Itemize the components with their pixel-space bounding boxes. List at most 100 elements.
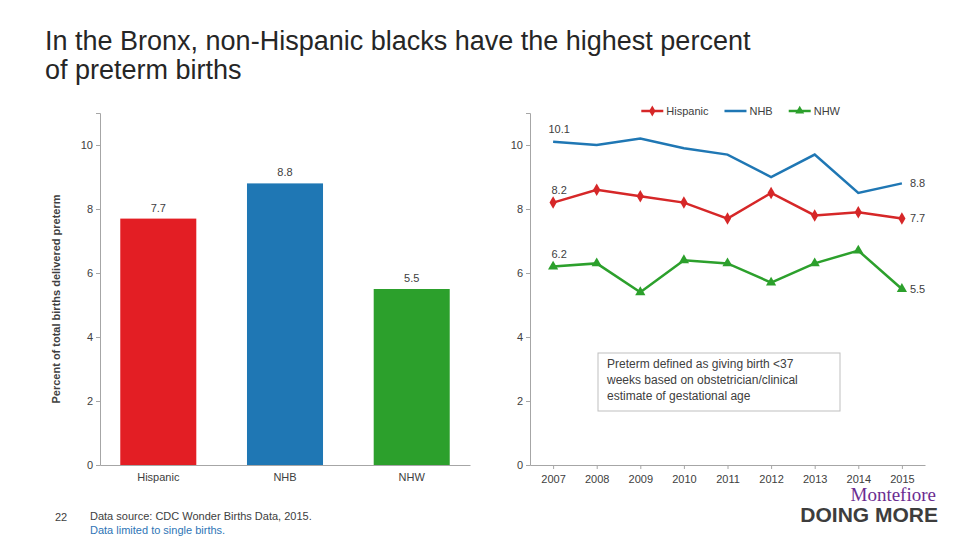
- x-tick-label: Hispanic: [137, 471, 180, 483]
- page-number: 22: [55, 511, 67, 523]
- x-tick-label: 2011: [716, 473, 740, 485]
- y-tick-label: 4: [517, 331, 523, 343]
- marker: [767, 187, 774, 199]
- y-tick-label: 2: [517, 395, 523, 407]
- y-tick: 4: [517, 331, 530, 343]
- data-label: 5.5: [404, 272, 419, 284]
- marker: [724, 212, 731, 224]
- title: In the Bronx, non-Hispanic blacks have t…: [45, 26, 751, 56]
- y-tick-label: 6: [517, 267, 523, 279]
- marker: [766, 277, 776, 286]
- marker: [593, 184, 600, 196]
- marker: [810, 258, 820, 267]
- y-tick-label: 0: [517, 459, 523, 471]
- x-tick: Hispanic: [137, 465, 180, 483]
- x-tick: NHW: [399, 465, 426, 483]
- y-axis-line: [526, 114, 531, 466]
- x-axis-line: [101, 465, 471, 466]
- marker: [637, 190, 644, 202]
- y-tick-mark: [526, 145, 530, 146]
- y-axis: 0 2 4 6 8 10: [511, 114, 531, 472]
- data-label: 10.1: [548, 123, 569, 135]
- data-label: 8.8: [277, 166, 292, 178]
- y-tick-mark: [96, 145, 100, 146]
- annotation: Preterm defined as giving birth <37weeks…: [598, 353, 840, 411]
- y-tick-label: 8: [87, 203, 93, 215]
- bar-chart: 0246810HispanicNHBNHW7.78.85.5Percent of…: [50, 114, 471, 483]
- y-tick: 10: [81, 139, 100, 151]
- marker: [679, 254, 689, 263]
- x-tick-label: 2007: [541, 473, 565, 485]
- y-tick-label: 2: [87, 395, 93, 407]
- x-tick-mark: [640, 465, 641, 469]
- annotation-box: [598, 353, 840, 411]
- y-tick: 6: [517, 267, 530, 279]
- x-tick: 2014: [847, 465, 871, 485]
- x-tick-label: NHW: [399, 471, 426, 483]
- x-tick-label: 2009: [629, 473, 653, 485]
- annotation-text: estimate of gestational age: [607, 389, 751, 403]
- x-tick-mark: [728, 465, 729, 469]
- x-tick-label: 2012: [759, 473, 783, 485]
- y-tick-mark: [526, 337, 530, 338]
- logo-name: Montefiore: [851, 484, 936, 505]
- legend-marker: [795, 106, 804, 114]
- x-tick: 2007: [541, 465, 565, 485]
- x-tick-label: NHB: [273, 471, 296, 483]
- y-axis: 0246810: [81, 114, 101, 472]
- marker: [722, 258, 732, 267]
- y-tick: 2: [87, 395, 100, 407]
- y-tick-mark: [96, 465, 100, 466]
- marker: [855, 206, 862, 218]
- y-tick-mark: [526, 273, 530, 274]
- legend-marker: [649, 105, 655, 116]
- x-tick-label: 2013: [803, 473, 827, 485]
- y-tick-mark: [526, 465, 530, 466]
- x-tick: 2010: [672, 465, 696, 485]
- y-tick: 2: [517, 395, 530, 407]
- y-tick: 6: [87, 267, 100, 279]
- marker: [897, 283, 907, 292]
- x-tick-mark: [684, 465, 685, 469]
- x-tick-mark: [771, 465, 772, 469]
- x-tick-label: 2015: [890, 473, 914, 485]
- y-tick-label: 8: [517, 203, 523, 215]
- legend-label: NHB: [749, 105, 772, 117]
- marker: [853, 245, 863, 254]
- source-note: Data limited to single births.: [90, 524, 225, 536]
- x-axis: Hispanic NHB NHW: [101, 465, 471, 483]
- title: of preterm births: [45, 55, 242, 85]
- background: [0, 0, 960, 540]
- data-label: 8.8: [910, 177, 925, 189]
- legend: HispanicNHBNHW: [641, 105, 840, 117]
- marker: [592, 258, 602, 267]
- x-tick-mark: [553, 465, 554, 469]
- bar: [120, 219, 196, 465]
- y-tick-mark: [96, 401, 100, 402]
- x-tick-mark: [902, 465, 903, 469]
- data-label: 7.7: [910, 212, 925, 224]
- series-line: [553, 251, 902, 293]
- x-tick: 2015: [890, 465, 914, 485]
- legend-item: NHB: [724, 105, 772, 117]
- marker: [811, 209, 818, 221]
- y-tick-mark: [96, 273, 100, 274]
- x-tick: 2008: [585, 465, 609, 485]
- y-tick-label: 10: [511, 139, 523, 151]
- marker: [548, 261, 558, 270]
- x-tick: NHB: [273, 465, 296, 483]
- y-tick-mark: [96, 209, 100, 210]
- y-tick-mark: [96, 337, 100, 338]
- x-tick-mark: [858, 465, 859, 469]
- y-tick-mark: [526, 209, 530, 210]
- marker: [635, 286, 645, 295]
- bar: [374, 289, 450, 465]
- data-label: 6.2: [551, 248, 566, 260]
- marker: [680, 196, 687, 208]
- legend-label: Hispanic: [666, 105, 709, 117]
- y-tick-label: 4: [87, 331, 93, 343]
- data-label: 8.2: [551, 184, 566, 196]
- slide: In the Bronx, non-Hispanic blacks have t…: [0, 0, 960, 540]
- line-chart: 0 2 4 6 8 10 2007 2008 2009 2010 2011 2012 2013 2014 2…: [511, 105, 926, 485]
- marker: [550, 196, 557, 208]
